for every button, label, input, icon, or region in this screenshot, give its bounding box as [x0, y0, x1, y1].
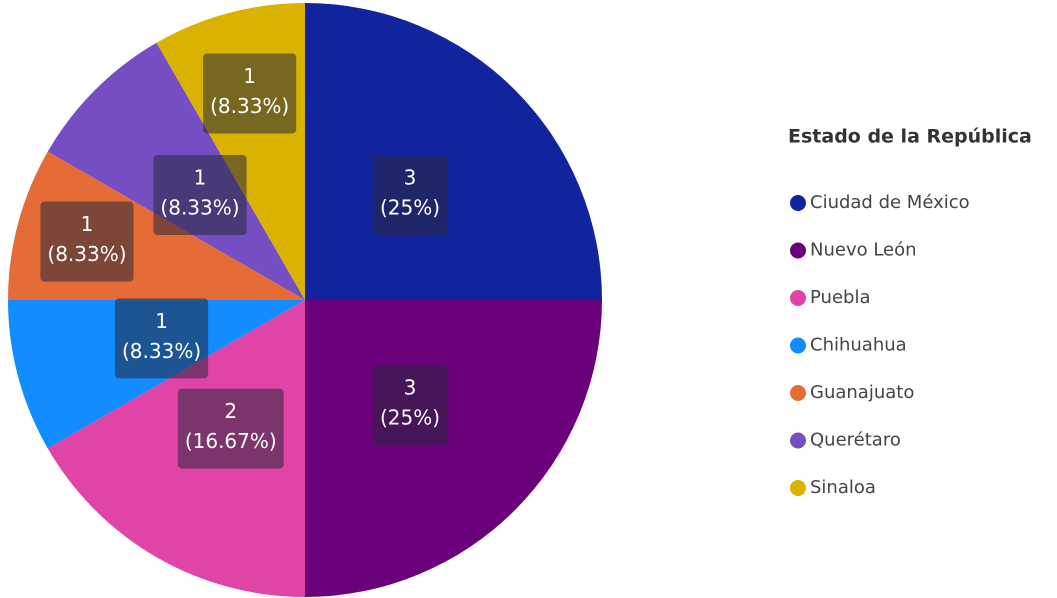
legend-marker — [790, 337, 806, 354]
data-label-percent: (8.33%) — [47, 242, 126, 266]
data-label-value: 1 — [243, 64, 256, 88]
data-label-value: 1 — [81, 212, 94, 236]
data-label-value: 3 — [404, 376, 417, 400]
data-label-value: 2 — [224, 399, 237, 423]
data-label-bg — [372, 154, 448, 235]
data-label-value: 1 — [194, 165, 207, 189]
data-label: 1 (8.33%) — [203, 53, 297, 134]
data-label: 2 (16.67%) — [177, 388, 284, 469]
data-label-value: 3 — [404, 165, 417, 189]
data-label-bg — [177, 388, 284, 469]
legend-label: Sinaloa — [810, 477, 876, 498]
data-label-percent: (8.33%) — [210, 94, 289, 118]
data-label-percent: (8.33%) — [122, 339, 201, 363]
data-label-bg — [40, 201, 134, 282]
data-label-bg — [114, 298, 209, 379]
legend-label: Puebla — [810, 287, 870, 308]
legend-marker — [790, 385, 806, 401]
legend-title: Estado de la República — [788, 126, 1032, 148]
legend-marker — [790, 242, 806, 259]
data-label: 1 (8.33%) — [40, 201, 134, 282]
legend-label: Guanajuato — [810, 382, 914, 403]
legend-marker — [790, 480, 806, 496]
data-label: 3 (25%) — [372, 365, 448, 446]
legend-label: Nuevo León — [810, 240, 917, 261]
data-label-percent: (25%) — [380, 406, 440, 430]
data-label-percent: (16.67%) — [185, 429, 277, 453]
pie-slice — [305, 3, 602, 300]
data-label-percent: (8.33%) — [160, 195, 239, 219]
data-label-bg — [203, 53, 297, 134]
legend-label: Querétaro — [810, 430, 901, 451]
legend-marker — [790, 290, 806, 306]
legend-label: Chihuahua — [810, 335, 907, 356]
legend-label: Ciudad de México — [810, 192, 970, 213]
data-label: 1 (8.33%) — [153, 154, 247, 235]
data-label-bg — [372, 365, 448, 446]
data-label: 3 (25%) — [372, 154, 448, 235]
pie-slice — [305, 300, 602, 597]
legend-marker — [790, 195, 806, 211]
data-label-percent: (25%) — [380, 195, 440, 219]
data-label-bg — [153, 154, 247, 235]
pie-slice — [47, 300, 305, 597]
data-label: 1 (8.33%) — [114, 298, 209, 379]
data-label-value: 1 — [155, 309, 168, 333]
legend-marker — [790, 432, 806, 449]
